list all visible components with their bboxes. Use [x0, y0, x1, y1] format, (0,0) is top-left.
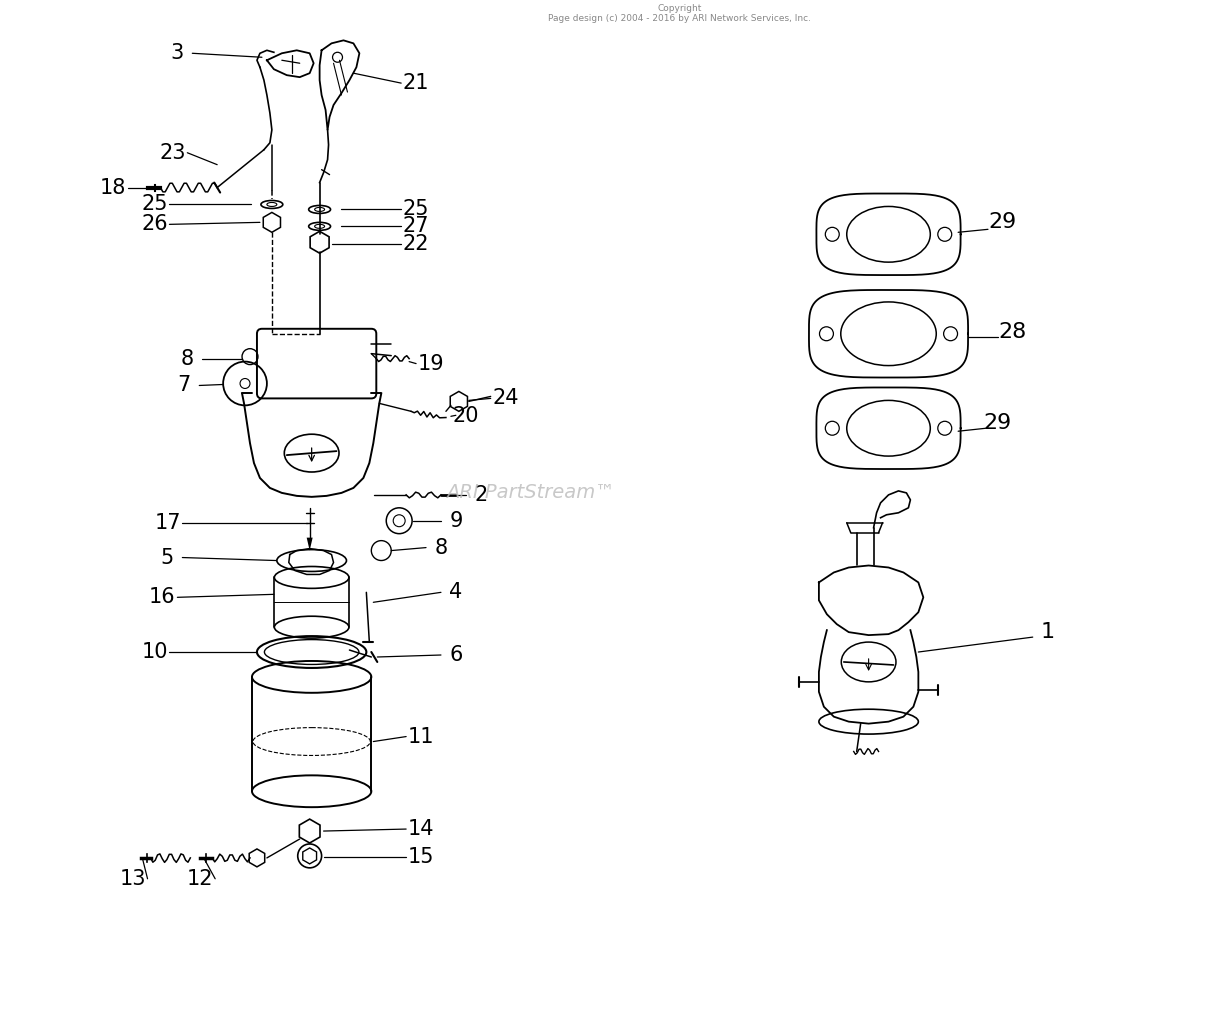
Text: 15: 15 [408, 847, 435, 867]
Text: 2: 2 [474, 485, 488, 505]
Text: 3: 3 [171, 43, 184, 63]
Text: 21: 21 [403, 73, 429, 93]
Text: 10: 10 [142, 642, 168, 663]
Text: 17: 17 [154, 513, 181, 532]
Text: 20: 20 [452, 407, 479, 426]
Text: 9: 9 [450, 511, 462, 530]
Text: 6: 6 [450, 645, 462, 665]
Text: 25: 25 [403, 200, 429, 219]
Text: 4: 4 [450, 583, 462, 602]
Text: 13: 13 [120, 868, 145, 889]
Text: 28: 28 [999, 322, 1027, 342]
Text: 16: 16 [149, 588, 176, 607]
Text: 22: 22 [403, 234, 429, 254]
Text: 8: 8 [435, 538, 447, 558]
Text: 18: 18 [100, 177, 126, 198]
Text: 19: 19 [418, 353, 445, 374]
Text: 27: 27 [403, 216, 429, 237]
Text: 12: 12 [187, 868, 213, 889]
Text: 7: 7 [177, 376, 191, 395]
Text: Copyright
Page design (c) 2004 - 2016 by ARI Network Services, Inc.: Copyright Page design (c) 2004 - 2016 by… [548, 4, 811, 24]
Text: 25: 25 [142, 195, 168, 214]
Text: 26: 26 [142, 214, 168, 234]
Text: 1: 1 [1041, 623, 1055, 642]
Text: 11: 11 [408, 727, 435, 746]
Text: 29: 29 [989, 212, 1018, 232]
Text: ARI PartStream™: ARI PartStream™ [446, 483, 615, 503]
Text: 24: 24 [493, 388, 519, 409]
Text: 23: 23 [159, 142, 186, 163]
Text: 8: 8 [181, 348, 193, 369]
Text: 5: 5 [161, 548, 174, 567]
Polygon shape [307, 538, 313, 551]
Text: 14: 14 [408, 819, 435, 839]
Text: 29: 29 [984, 414, 1011, 433]
